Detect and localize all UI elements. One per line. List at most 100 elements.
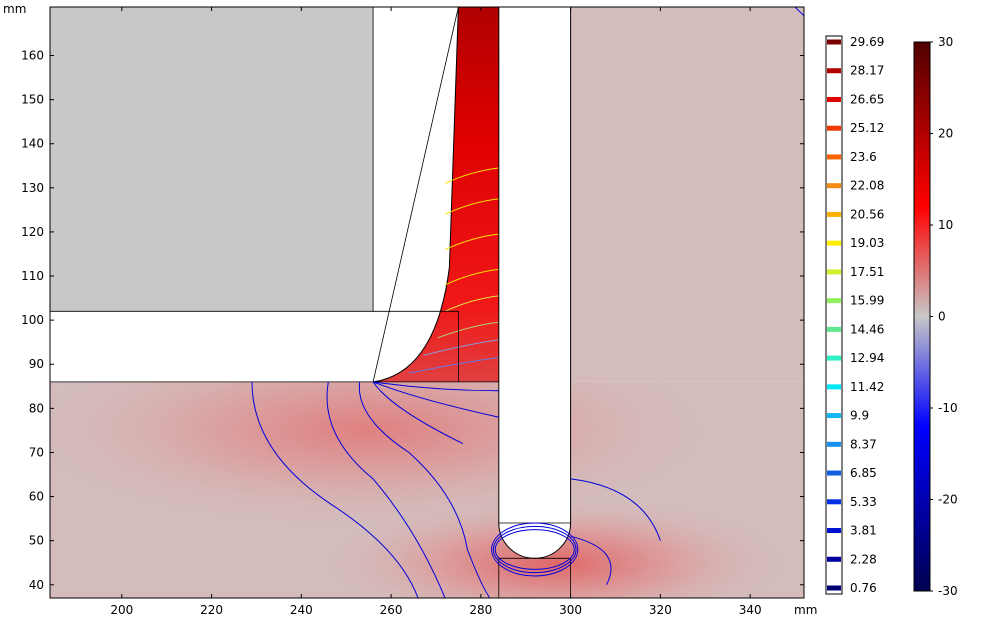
contour-legend-label: 14.46 (850, 322, 884, 336)
contour-legend-label: 0.76 (850, 581, 877, 595)
contour-legend-label: 17.51 (850, 265, 884, 279)
contour-legend-swatch (827, 556, 841, 562)
contour-legend-swatch (827, 96, 841, 102)
y-tick-label: 80 (29, 401, 44, 415)
rod-tip-isoloop (494, 529, 575, 570)
contour-legend-label: 19.03 (850, 236, 884, 250)
color-bar-tick-label: -30 (938, 584, 958, 598)
channel-isoline (444, 167, 499, 184)
x-tick-label: 200 (110, 603, 133, 617)
channel-isoline (423, 339, 499, 356)
x-tick-label: 300 (559, 603, 582, 617)
contour-legend-frame (825, 35, 843, 595)
contour-legend-label: 23.6 (850, 150, 877, 164)
color-bar-tick-label: 10 (938, 218, 953, 232)
ground-isoline (570, 478, 661, 541)
contour-legend-swatch (827, 211, 841, 217)
color-bar-tick-label: 0 (938, 310, 946, 324)
rod-tip-heat-spot (50, 381, 804, 598)
x-tick-label: 320 (649, 603, 672, 617)
channel-isoline (444, 233, 499, 251)
rod-tip-isoloop (492, 525, 577, 574)
x-tick-label: 340 (739, 603, 762, 617)
ground-isoline (372, 381, 464, 445)
contour-legend-swatch (827, 441, 841, 447)
x-tick-label: 260 (380, 603, 403, 617)
ground-isoline (251, 381, 419, 598)
color-bar-tick-label: -20 (938, 493, 958, 507)
color-scale-bar: 30 20 10 0 -10 -20 -30 (913, 35, 958, 598)
contour-legend-swatch (827, 298, 841, 304)
y-tick-label: 130 (21, 181, 44, 195)
contour-legend-swatch (827, 355, 841, 361)
channel-isoline (444, 198, 499, 215)
channel-isoline (444, 268, 499, 286)
y-tick-label: 150 (21, 93, 44, 107)
heated-channel (373, 7, 499, 382)
y-tick-label: 100 (21, 313, 44, 327)
contour-legend-label: 20.56 (850, 207, 884, 221)
channel-isoline (437, 321, 499, 339)
right-region (570, 7, 804, 382)
contour-legend-swatch (827, 470, 841, 476)
contour-legend-swatch (827, 39, 841, 45)
contour-legend-label: 12.94 (850, 351, 884, 365)
ground-isoline (570, 535, 612, 586)
rod (498, 7, 572, 559)
channel-boundary (373, 7, 459, 383)
corner-isoline (794, 7, 804, 17)
contour-legend-swatch (827, 154, 841, 160)
y-tick-label: 60 (29, 490, 44, 504)
contour-legend-label: 5.33 (850, 495, 877, 509)
contour-legend-swatch (827, 183, 841, 189)
contour-legend-swatch (827, 585, 841, 591)
contour-legend-swatch (827, 499, 841, 505)
contour-legend-swatch (827, 269, 841, 275)
y-tick-label: 160 (21, 49, 44, 63)
y-tick-label: 70 (29, 445, 44, 459)
plot-area (50, 7, 804, 598)
contour-legend-swatch (827, 68, 841, 74)
wedge-region (373, 7, 459, 312)
y-tick-label: 90 (29, 357, 44, 371)
contour-legend-swatch (827, 125, 841, 131)
contour-legend-label: 22.08 (850, 179, 884, 193)
x-axis-unit-label: mm (794, 603, 817, 617)
contour-legend-swatch (827, 384, 841, 390)
channel-isoline (444, 295, 499, 312)
contour-legend-label: 6.85 (850, 466, 877, 480)
color-bar-tick-label: -10 (938, 401, 958, 415)
contour-legend-swatch (827, 413, 841, 419)
slab-region (50, 311, 459, 382)
contour-legend-label: 15.99 (850, 294, 884, 308)
contour-legend-swatch (827, 240, 841, 246)
ground-isoline (373, 381, 499, 392)
color-bar-tick-label: 20 (938, 127, 953, 141)
x-tick-label: 240 (290, 603, 313, 617)
contour-legend-swatch (827, 528, 841, 534)
contour-legend-label: 28.17 (850, 64, 884, 78)
contour-legend-label: 26.65 (850, 92, 884, 106)
contour-level-legend: 29.69 28.17 26.65 25.12 23.6 22.08 20.56 19.03 1… (825, 35, 884, 595)
contour-legend-label: 29.69 (850, 35, 884, 49)
ground-isoline (326, 381, 446, 598)
x-axis: 200 220 240 260 280 300 320 340 (110, 7, 762, 617)
upper-block (50, 7, 374, 312)
x-tick-label: 280 (469, 603, 492, 617)
contour-legend-label: 9.9 (850, 409, 869, 423)
y-tick-label: 40 (29, 578, 44, 592)
plot-frame (49, 6, 805, 599)
color-bar-tick-label: 30 (938, 35, 953, 49)
y-tick-label: 140 (21, 137, 44, 151)
rod-tip-isoloop (491, 522, 579, 577)
contour-legend-label: 3.81 (850, 524, 877, 538)
x-tick-label: 220 (200, 603, 223, 617)
y-axis: 40 50 60 70 80 90 100 110 120 130 140 150 160 (21, 49, 804, 592)
contour-legend-label: 8.37 (850, 437, 877, 451)
wedge-guide-line (372, 7, 459, 382)
y-tick-label: 110 (21, 269, 44, 283)
contour-legend-label: 11.42 (850, 380, 884, 394)
y-tick-label: 50 (29, 534, 44, 548)
